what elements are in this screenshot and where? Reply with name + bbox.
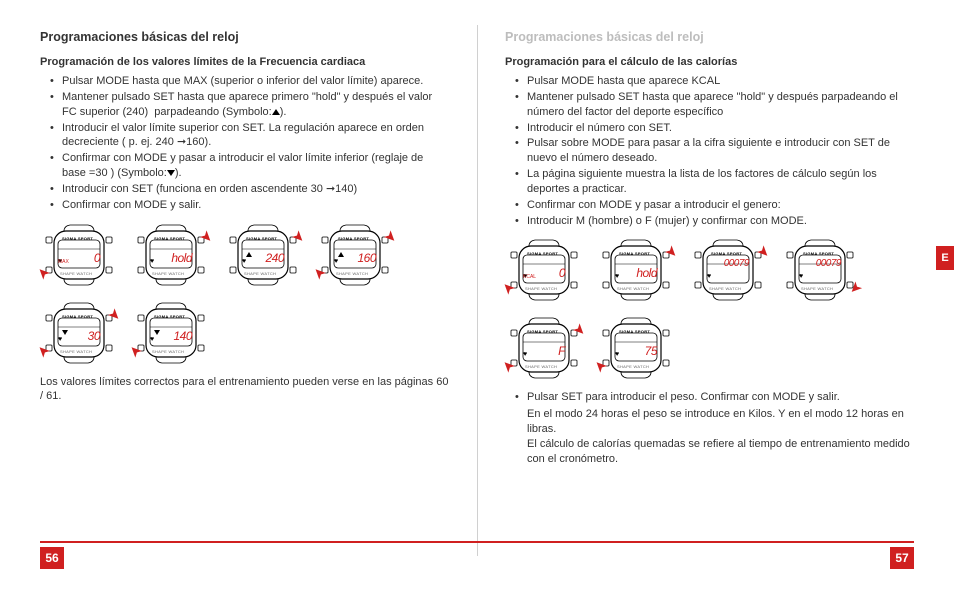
triangle-down-icon [167, 170, 175, 176]
triangle-up-icon [338, 252, 344, 257]
right-watch-row: SIGMA SPORTSHAPE WATCH♥0KCAL➤ SIGMA SPOR… [505, 238, 914, 380]
watch-model: SHAPE WATCH [152, 271, 184, 276]
watch-diagram: SIGMA SPORTSHAPE WATCH♥240➤ [224, 223, 302, 287]
watch-diagram: SIGMA SPORTSHAPE WATCH♥160➤➤ [316, 223, 394, 287]
heart-icon: ♥ [615, 273, 619, 280]
left-footnote: Los valores límites correctos para el en… [40, 375, 449, 405]
heart-icon: ♥ [523, 351, 527, 358]
bullet: Introducir el valor límite superior con … [62, 121, 449, 151]
bullet: Confirmar con MODE y pasar a introducir … [62, 151, 449, 181]
watch-model: SHAPE WATCH [336, 271, 368, 276]
triangle-down-icon [154, 330, 160, 335]
heart-icon: ♥ [615, 351, 619, 358]
watch-model: SHAPE WATCH [152, 349, 184, 354]
right-bullets2: Pulsar SET para introducir el peso. Conf… [505, 390, 914, 405]
watch-model: SHAPE WATCH [801, 286, 833, 291]
watch-brand: SIGMA SPORT [619, 251, 650, 256]
page-number-right: 57 [890, 547, 914, 569]
bullet: Pulsar MODE hasta que aparece KCAL [527, 74, 914, 89]
watch-brand: SIGMA SPORT [803, 251, 834, 256]
watch-diagram: SIGMA SPORTSHAPE WATCH♥75➤ [597, 316, 675, 380]
left-watch-row: SIGMA SPORTSHAPE WATCH♥0MAX➤ SIGMA SPORT… [40, 223, 449, 365]
watch-model: SHAPE WATCH [617, 364, 649, 369]
heart-icon: ♥ [150, 258, 154, 265]
watch-display: 00079 [816, 258, 841, 269]
watch-diagram: SIGMA SPORTSHAPE WATCH♥140➤ [132, 301, 210, 365]
watch-display: 30 [88, 329, 100, 343]
page-left: Programaciones básicas del reloj Program… [0, 0, 477, 591]
watch-display: 00079 [724, 258, 749, 269]
watch-model: SHAPE WATCH [525, 286, 557, 291]
watch-brand: SIGMA SPORT [527, 251, 558, 256]
watch-brand: SIGMA SPORT [62, 314, 93, 319]
watch-display: hold [171, 251, 192, 265]
heart-icon: ♥ [707, 273, 711, 280]
bullet: Introducir M (hombre) o F (mujer) y conf… [527, 214, 914, 229]
triangle-up-icon [246, 252, 252, 257]
watch-display: 0 [94, 251, 100, 265]
bullet: Introducir el número con SET. [527, 121, 914, 136]
watch-display: hold [636, 266, 657, 280]
watch-brand: SIGMA SPORT [338, 236, 369, 241]
left-subtitle: Programación de los valores límites de l… [40, 56, 449, 68]
watch-display: 240 [265, 251, 284, 265]
bullet: Pulsar SET para introducir el peso. Conf… [527, 390, 914, 405]
left-bullets: Pulsar MODE hasta que MAX (superior o in… [40, 74, 449, 213]
watch-display: 75 [645, 344, 657, 358]
watch-model: SHAPE WATCH [617, 286, 649, 291]
watch-brand: SIGMA SPORT [62, 236, 93, 241]
watch-model: SHAPE WATCH [244, 271, 276, 276]
left-title: Programaciones básicas del reloj [40, 30, 449, 44]
page-right: Programaciones básicas del reloj Program… [477, 0, 954, 591]
right-bullets: Pulsar MODE hasta que aparece KCAL Mante… [505, 74, 914, 228]
watch-diagram: SIGMA SPORTSHAPE WATCH♥F➤➤ [505, 316, 583, 380]
watch-model: SHAPE WATCH [709, 286, 741, 291]
heart-icon: ♥ [799, 273, 803, 280]
right-title: Programaciones básicas del reloj [505, 30, 914, 44]
watch-diagram: SIGMA SPORTSHAPE WATCH♥30➤➤ [40, 301, 118, 365]
bullet: Mantener pulsado SET hasta que aparece "… [527, 90, 914, 120]
triangle-up-icon [272, 109, 280, 115]
watch-diagram: SIGMA SPORTSHAPE WATCH♥hold➤ [597, 238, 675, 302]
watch-model: SHAPE WATCH [60, 271, 92, 276]
triangle-down-icon [62, 330, 68, 335]
watch-display: 0 [559, 266, 565, 280]
bullet: La página siguiente muestra la lista de … [527, 167, 914, 197]
bullet: Confirmar con MODE y salir. [62, 198, 449, 213]
watch-mode-label: KCAL [523, 274, 536, 280]
bullet: Pulsar MODE hasta que MAX (superior o in… [62, 74, 449, 89]
heart-icon: ♥ [334, 258, 338, 265]
bullet: Pulsar sobre MODE para pasar a la cifra … [527, 136, 914, 166]
bullet: Confirmar con MODE y pasar a introducir … [527, 198, 914, 213]
watch-mode-label: MAX [58, 259, 69, 265]
watch-brand: SIGMA SPORT [711, 251, 742, 256]
watch-brand: SIGMA SPORT [527, 329, 558, 334]
watch-brand: SIGMA SPORT [154, 236, 185, 241]
watch-diagram: SIGMA SPORTSHAPE WATCH♥hold➤ [132, 223, 210, 287]
watch-brand: SIGMA SPORT [154, 314, 185, 319]
watch-display: 160 [357, 251, 376, 265]
watch-display: 140 [173, 329, 192, 343]
watch-brand: SIGMA SPORT [246, 236, 277, 241]
language-tab: E [936, 246, 954, 270]
watch-diagram: SIGMA SPORTSHAPE WATCH♥00079➤ [689, 238, 767, 302]
watch-diagram: SIGMA SPORTSHAPE WATCH♥0MAX➤ [40, 223, 118, 287]
heart-icon: ♥ [242, 258, 246, 265]
right-tail: En el modo 24 horas el peso se introduce… [505, 407, 914, 466]
heart-icon: ♥ [150, 336, 154, 343]
watch-brand: SIGMA SPORT [619, 329, 650, 334]
watch-display: F [558, 344, 565, 358]
right-subtitle: Programación para el cálculo de las calo… [505, 56, 914, 68]
bullet: Introducir con SET (funciona en orden as… [62, 182, 449, 197]
heart-icon: ♥ [58, 336, 62, 343]
watch-model: SHAPE WATCH [60, 349, 92, 354]
watch-diagram: SIGMA SPORTSHAPE WATCH♥00079➤ [781, 238, 859, 302]
watch-model: SHAPE WATCH [525, 364, 557, 369]
page-number-left: 56 [40, 547, 64, 569]
watch-diagram: SIGMA SPORTSHAPE WATCH♥0KCAL➤ [505, 238, 583, 302]
bullet: Mantener pulsado SET hasta que aparece p… [62, 90, 449, 120]
bottom-rule [40, 541, 914, 543]
